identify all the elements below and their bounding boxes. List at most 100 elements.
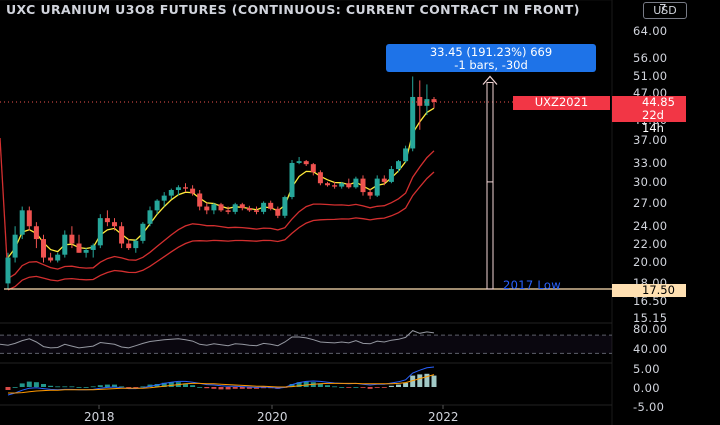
ema-mid-line (7, 150, 435, 280)
candle-body (211, 204, 217, 211)
candle-body (268, 202, 274, 209)
macd-histogram-bar (62, 386, 68, 388)
symbol-title[interactable]: UXC URANIUM U3O8 FUTURES (CONTINUOUS: CU… (6, 2, 580, 17)
candle-body (353, 178, 359, 188)
candles (0, 76, 612, 289)
macd-histogram-bar (133, 387, 139, 388)
macd-histogram-bar (126, 387, 132, 388)
time-axis-label: 2020 (257, 410, 288, 424)
price-axis-label: 30.00 (633, 174, 668, 189)
candle-body (417, 96, 423, 106)
candle-body (431, 99, 437, 102)
candle-body (62, 234, 68, 255)
macd-histogram-bar (410, 375, 416, 387)
macd-histogram-bar (218, 387, 224, 390)
candle-body (225, 210, 231, 212)
candle-body (112, 222, 117, 227)
macd-histogram-bar (140, 386, 146, 388)
measure-arrow-head (482, 75, 498, 85)
macd-histogram-bar (83, 387, 89, 388)
candle-body (190, 188, 196, 194)
candle-body (403, 148, 409, 162)
measure-arrow-shaft (486, 81, 494, 290)
measure-tool[interactable] (482, 75, 498, 290)
candle-body (367, 192, 373, 196)
price-axis-label: 15.15 (633, 310, 668, 325)
macd-histogram-bar (232, 387, 238, 389)
macd-line (7, 366, 435, 396)
macd-histogram-bar (76, 387, 82, 388)
candle-body (303, 161, 309, 165)
candle-body (161, 195, 167, 201)
signal-line (8, 374, 435, 394)
macd-histogram-bar (204, 387, 210, 389)
candle-body (97, 218, 103, 246)
macd-histogram-bar (19, 383, 25, 387)
candle-body (19, 210, 25, 235)
candle-body (360, 178, 366, 193)
candle-body (246, 208, 252, 211)
macd-histogram-bar (332, 386, 338, 388)
candle-body (232, 204, 238, 212)
macd-histogram-bar (403, 382, 409, 387)
candle-body (254, 210, 259, 212)
candle-body (332, 185, 338, 187)
macd-histogram-bar (381, 387, 387, 388)
rsi-pane (0, 330, 612, 354)
macd-histogram-bar (289, 384, 295, 387)
candle-body (204, 206, 210, 211)
candle-body (154, 200, 160, 211)
macd-histogram-bar (104, 384, 110, 387)
macd-histogram-bar (97, 385, 103, 387)
candle-body (140, 223, 146, 241)
candle-body (410, 96, 416, 149)
grid-lines (0, 0, 613, 425)
ema-mid-lead (0, 137, 9, 279)
candle-body (275, 208, 281, 216)
currency-button[interactable]: USD (643, 2, 687, 19)
rsi-axis-label: 40.00 (633, 342, 668, 356)
macd-histogram-bar (90, 386, 96, 388)
candle-body (90, 245, 96, 250)
macd-histogram-bar (424, 373, 430, 387)
price-axis-label: 22.00 (633, 236, 668, 251)
candle-body (183, 187, 188, 189)
candle-body (55, 254, 61, 261)
price-axis-label: 27.00 (633, 195, 668, 210)
macd-histogram-bar (197, 387, 203, 388)
price-axis-label: 56.00 (633, 50, 668, 65)
low-level-price-tag: 17.50 (612, 284, 686, 297)
candle-body (133, 240, 139, 249)
candle-body (48, 257, 54, 261)
candle-body (33, 226, 39, 240)
bar-countdown: 22d 14h (642, 108, 664, 135)
candle-body (12, 234, 18, 258)
candle-body (41, 239, 46, 258)
candle-body (126, 243, 132, 249)
candle-body (317, 172, 323, 184)
candle-body (325, 183, 330, 186)
macd-histogram-bar (325, 385, 330, 387)
candle-body (26, 210, 32, 227)
measure-bars: -1 bars, -30d (454, 58, 528, 72)
ema-slow-line (7, 171, 435, 291)
rsi-band (0, 335, 612, 354)
measure-change: 33.45 (191.23%) 669 (429, 45, 553, 59)
macd-histogram-bar (161, 382, 167, 387)
macd-histogram-bar (48, 385, 54, 387)
macd-histogram-bar (112, 384, 117, 387)
candle-body (424, 99, 430, 106)
macd-histogram-bar (168, 382, 174, 387)
macd-histogram-bar (41, 384, 46, 387)
low-level-price: 17.50 (642, 283, 675, 297)
price-axis-label: 16.50 (633, 293, 668, 308)
price-axis-label: 64.00 (633, 24, 668, 39)
candle-body (147, 210, 153, 224)
symbol-tag: UXZ2021 (513, 96, 610, 110)
macd-histogram-bar (225, 387, 231, 390)
macd-axis-label: 5.00 (633, 362, 660, 376)
macd-histogram-bar (246, 387, 252, 389)
macd-histogram-bar (388, 385, 394, 387)
macd-histogram-bar (367, 387, 373, 389)
